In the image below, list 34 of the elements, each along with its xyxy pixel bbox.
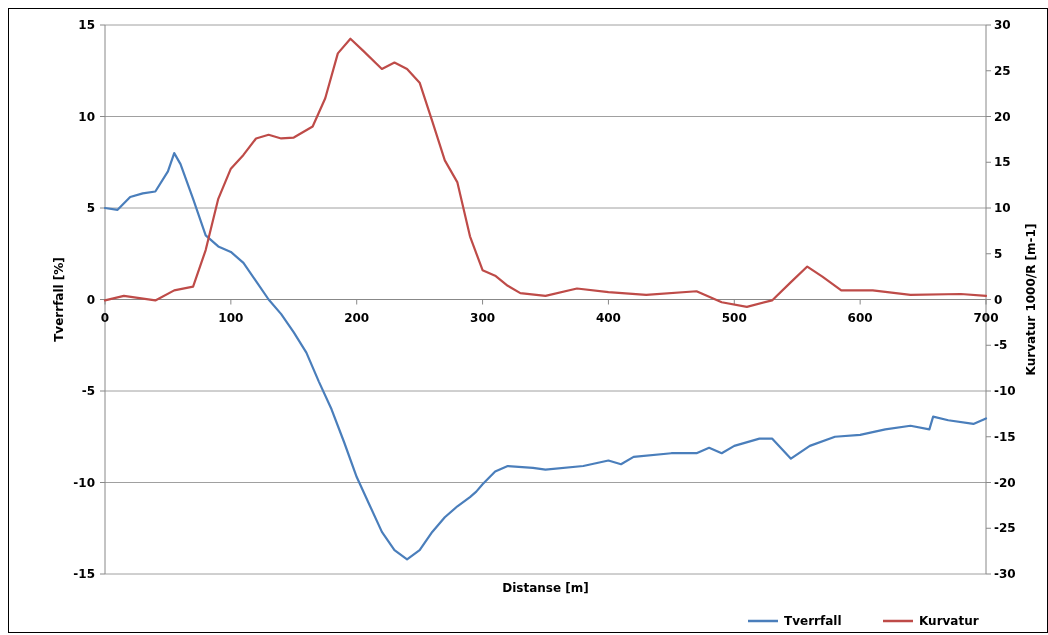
x-tick-label: 600 xyxy=(847,310,873,325)
x-axis-title: Distanse [m] xyxy=(502,581,589,595)
legend-label: Tverrfall xyxy=(784,614,842,628)
y-tick-label: 10 xyxy=(78,109,95,124)
x-tick-label: 700 xyxy=(973,310,999,325)
x-tick-label: 0 xyxy=(100,310,110,325)
y2-tick-label: 15 xyxy=(994,155,1011,170)
y2-tick-label: -25 xyxy=(994,521,1016,536)
y2-tick-label: 25 xyxy=(994,63,1011,78)
y2-tick-label: 5 xyxy=(994,246,1003,261)
x-tick-label: 300 xyxy=(470,310,496,325)
legend-label: Kurvatur xyxy=(919,614,979,628)
y-tick-label: -5 xyxy=(81,384,95,398)
y2-tick-label: 30 xyxy=(994,18,1011,32)
y-tick-label: 5 xyxy=(86,201,95,215)
y2-tick-label: -15 xyxy=(994,429,1016,444)
y-tick-label: -15 xyxy=(73,567,95,581)
y-tick-label: 15 xyxy=(78,18,95,32)
x-tick-label: 400 xyxy=(595,310,621,325)
y2-tick-label: 0 xyxy=(994,292,1003,307)
y2-tick-label: 10 xyxy=(994,201,1011,215)
y-axis-title: Tverrfall [%] xyxy=(52,257,66,342)
y-tick-label: 0 xyxy=(86,292,95,307)
x-tick-label: 200 xyxy=(344,310,370,325)
y2-tick-label: -20 xyxy=(994,475,1016,490)
x-tick-label: 100 xyxy=(218,310,244,325)
y2-tick-label: 20 xyxy=(994,109,1011,124)
y2-tick-label: -5 xyxy=(994,338,1008,353)
line-series xyxy=(103,37,988,308)
x-tick-label: 500 xyxy=(721,310,747,325)
y2-tick-label: -10 xyxy=(994,384,1016,398)
y2-tick-label: -30 xyxy=(994,567,1016,581)
y2-axis-title: Kurvatur 1000/R [m-1] xyxy=(1024,223,1038,376)
y-tick-label: -10 xyxy=(73,475,95,490)
